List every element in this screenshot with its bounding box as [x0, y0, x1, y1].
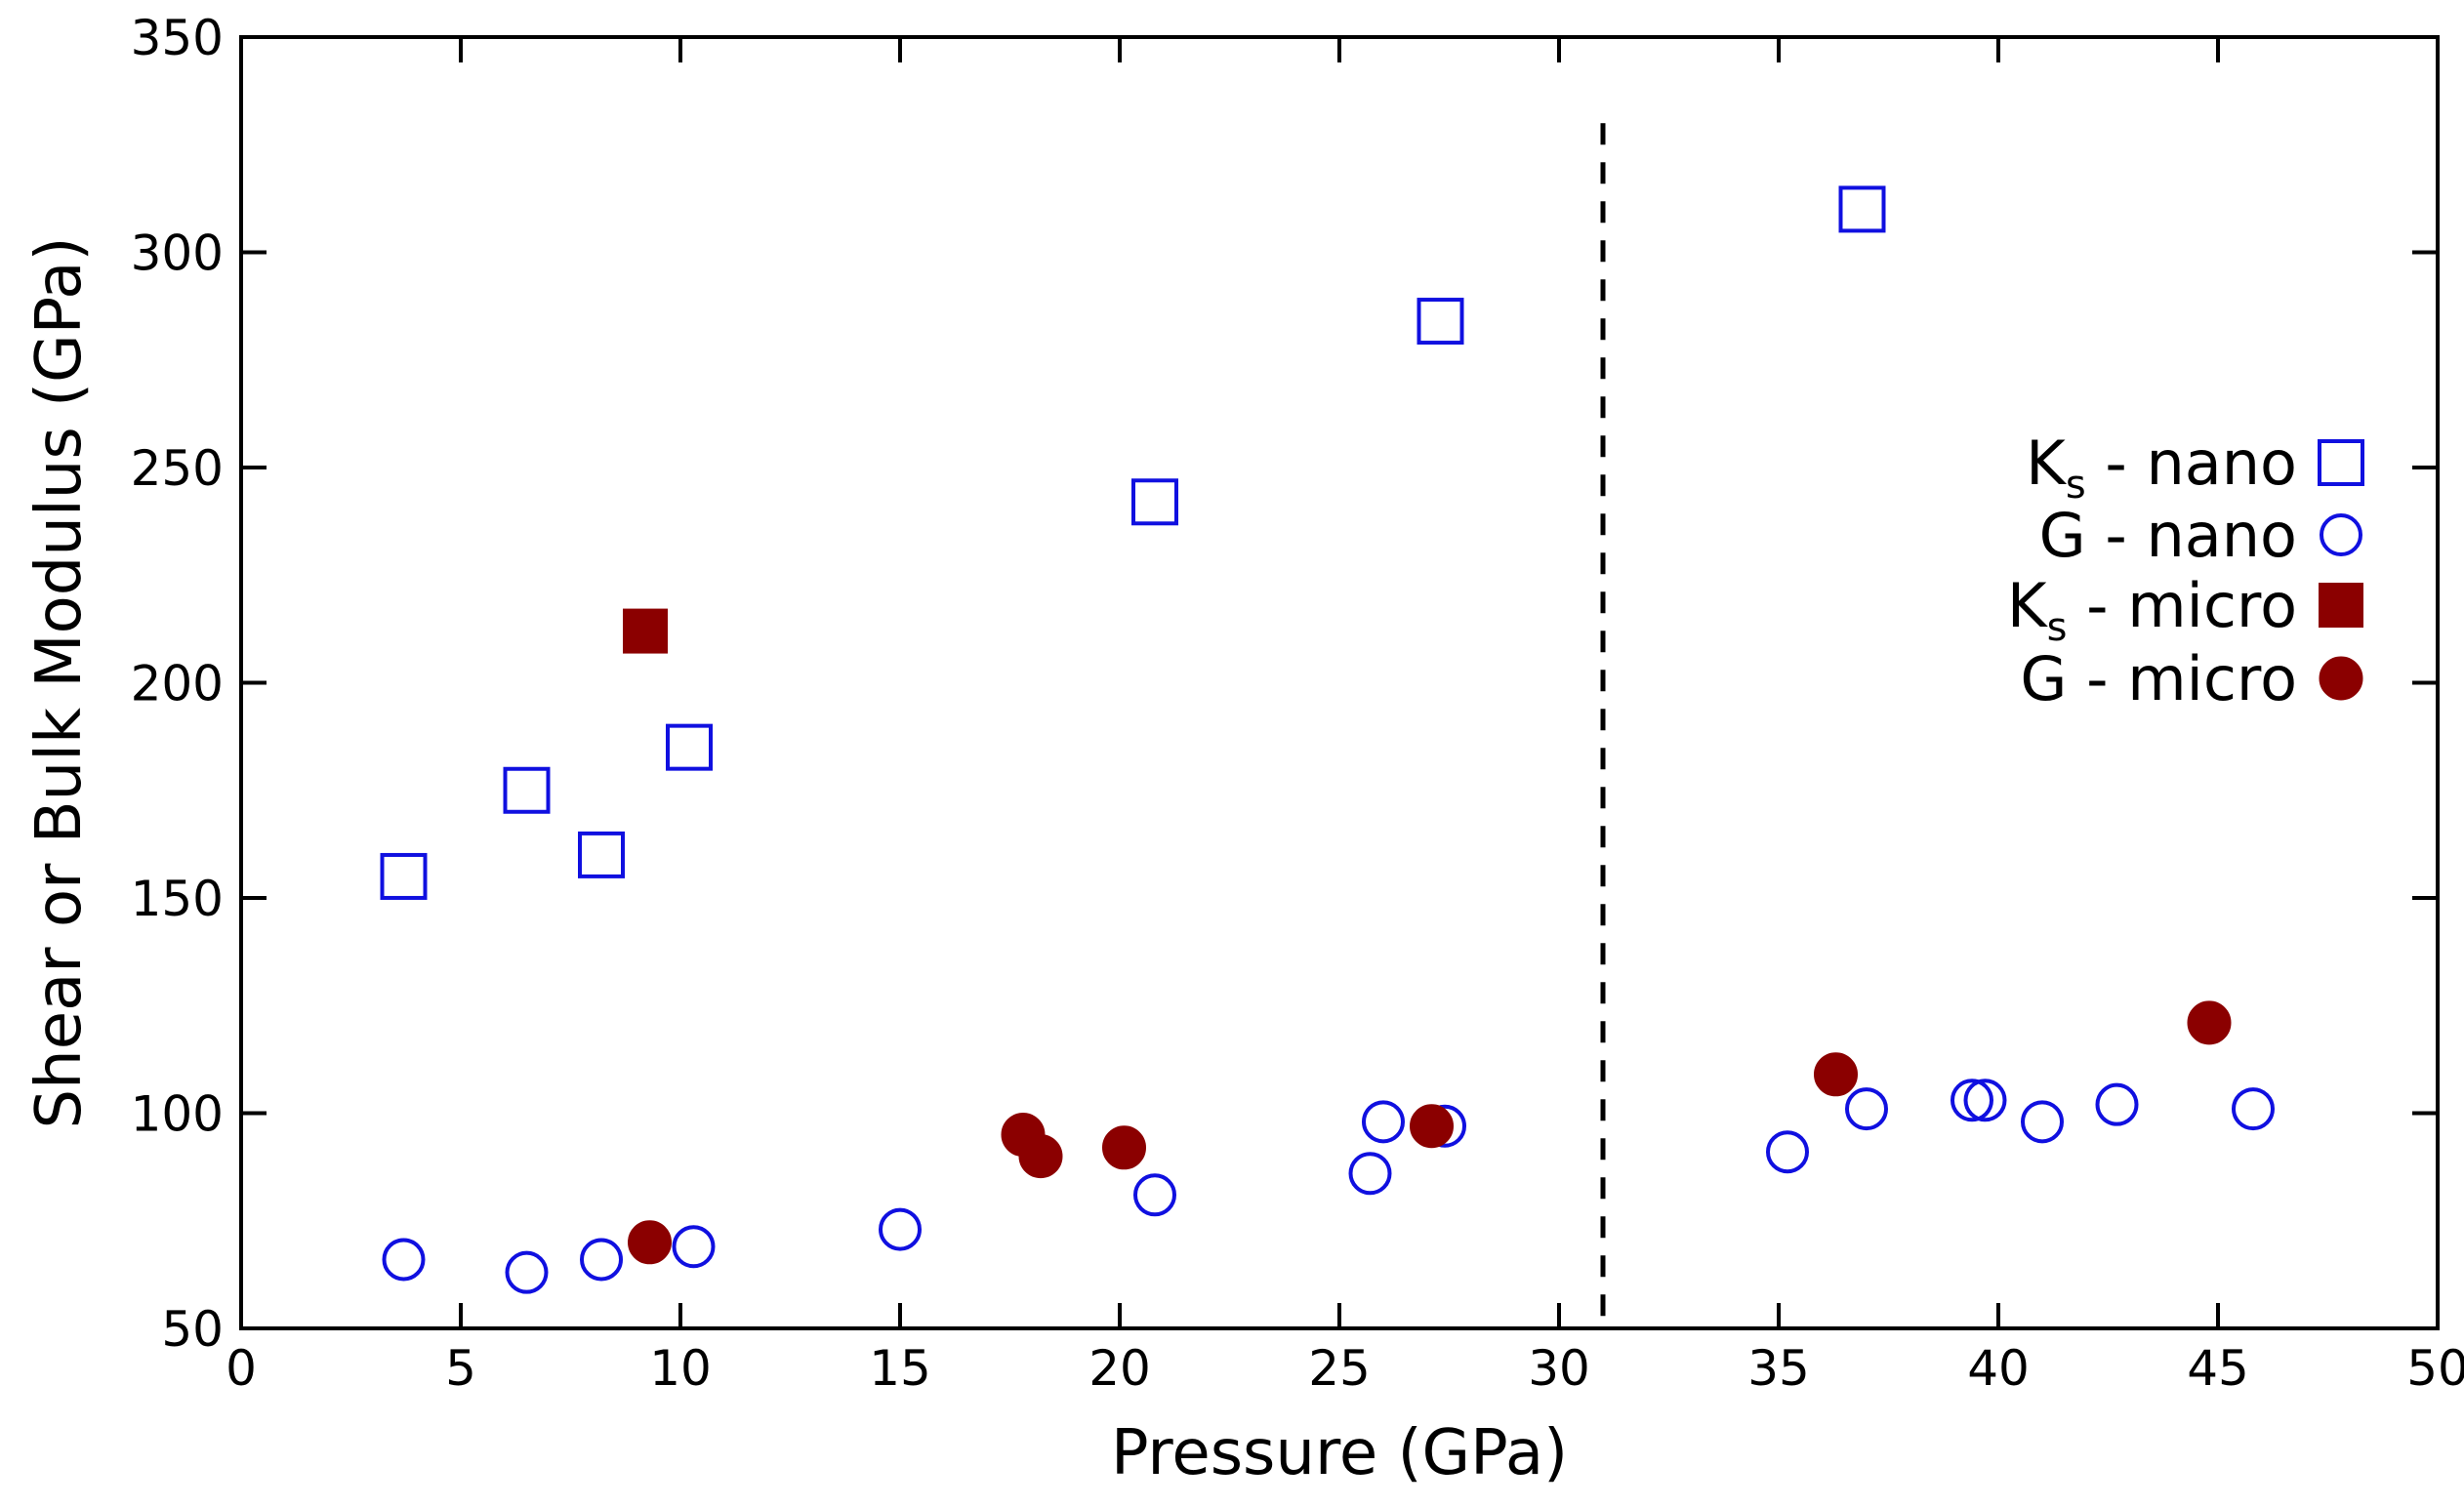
- x-axis-label: Pressure (GPa): [1111, 1417, 1568, 1489]
- x-tick-label: 30: [1528, 1340, 1590, 1397]
- x-tick-label: 50: [2406, 1340, 2464, 1397]
- x-tick-label: 10: [649, 1340, 712, 1397]
- legend-marker: [2318, 439, 2364, 486]
- y-tick-label: 150: [131, 871, 224, 927]
- y-tick-label: 250: [131, 440, 224, 497]
- data-point: [1018, 1134, 1063, 1179]
- x-tick-label: 15: [869, 1340, 931, 1397]
- data-point: [2187, 1000, 2232, 1045]
- data-point: [1845, 1087, 1888, 1131]
- data-point: [505, 1250, 549, 1294]
- data-point: [1131, 478, 1178, 526]
- data-point: [628, 1220, 672, 1265]
- legend-marker: [2320, 513, 2362, 556]
- legend-label: Ks - micro: [2007, 570, 2297, 650]
- data-point: [1102, 1125, 1146, 1170]
- data-point: [1410, 1104, 1454, 1149]
- legend-label: G - nano: [2039, 500, 2297, 571]
- data-point: [503, 766, 551, 814]
- data-point: [1766, 1130, 1809, 1174]
- data-point: [380, 852, 428, 900]
- x-tick-label: 35: [1747, 1340, 1810, 1397]
- data-point: [1951, 1079, 1993, 1122]
- y-tick-label: 100: [131, 1086, 224, 1143]
- legend-marker: [2319, 583, 2363, 628]
- data-point: [623, 608, 668, 654]
- points-layer: [380, 185, 2275, 1294]
- data-point: [578, 831, 625, 878]
- y-axis-label: Shear or Bulk Modulus (GPa): [23, 237, 96, 1129]
- x-tick-label: 45: [2187, 1340, 2249, 1397]
- data-point: [666, 723, 713, 771]
- x-tick-label: 20: [1088, 1340, 1151, 1397]
- legend-label: G - micro: [2020, 643, 2297, 714]
- x-tick-label: 25: [1308, 1340, 1371, 1397]
- x-tick-label: 0: [226, 1340, 257, 1397]
- legend-marker: [2319, 656, 2363, 701]
- data-point: [1963, 1079, 2007, 1122]
- y-tick-label: 300: [131, 225, 224, 282]
- y-tick-label: 200: [131, 656, 224, 713]
- data-point: [672, 1225, 716, 1269]
- legend-label: Ks - nano: [2026, 428, 2297, 508]
- data-point: [879, 1207, 922, 1251]
- ticks-layer: 0 5 10 15 20 25 30 35 40 45 50 50 100 150 200 250 300 350: [131, 10, 2464, 1397]
- data-point: [2021, 1100, 2064, 1144]
- data-point: [1838, 185, 1886, 233]
- x-tick-label: 5: [445, 1340, 476, 1397]
- data-point: [1417, 298, 1464, 346]
- y-tick-label: 50: [161, 1301, 224, 1358]
- data-point: [2232, 1087, 2275, 1131]
- data-point: [580, 1238, 623, 1282]
- data-point: [1133, 1173, 1176, 1217]
- data-point: [1814, 1052, 1858, 1097]
- data-point: [382, 1238, 426, 1282]
- y-tick-label: 350: [131, 10, 224, 66]
- x-tick-label: 40: [1967, 1340, 2030, 1397]
- data-point: [2095, 1082, 2139, 1126]
- data-point: [1362, 1100, 1405, 1144]
- plot-frame: [239, 35, 2440, 1330]
- data-point: [1348, 1152, 1392, 1196]
